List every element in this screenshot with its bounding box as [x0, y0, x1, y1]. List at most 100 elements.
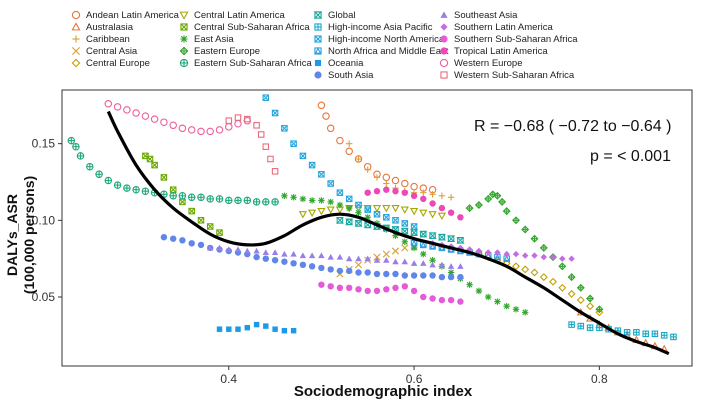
data-point — [179, 198, 186, 206]
data-point — [355, 201, 362, 209]
data-point — [327, 266, 334, 273]
data-point — [226, 326, 232, 332]
legend-item-eastern-sub-saharan-africa: Eastern Sub-Saharan Africa — [179, 58, 312, 69]
data-point — [327, 283, 334, 290]
legend-marker-high-income-north-america — [314, 35, 322, 43]
data-point — [429, 200, 436, 207]
legend-item-north-africa-and-middle-east: North Africa and Middle East — [314, 46, 449, 57]
data-point — [308, 263, 316, 270]
data-point — [419, 209, 428, 218]
data-point — [299, 261, 307, 268]
data-point — [160, 174, 168, 181]
data-point — [521, 225, 530, 234]
legend-item-central-asia: Central Asia — [72, 46, 138, 57]
data-point — [187, 126, 196, 134]
data-point — [567, 273, 576, 282]
data-point — [336, 253, 344, 260]
data-point — [373, 210, 381, 218]
data-point — [410, 223, 418, 230]
data-point — [169, 186, 177, 193]
data-point — [197, 127, 205, 136]
data-point — [493, 191, 502, 200]
legend-item-southern-latin-america: Southern Latin America — [440, 22, 553, 33]
data-point — [318, 252, 325, 259]
data-point — [146, 155, 154, 163]
legend-label: Andean Latin America — [86, 10, 180, 21]
data-point — [179, 237, 186, 244]
data-point — [169, 121, 177, 130]
data-point — [438, 273, 446, 281]
data-point — [401, 258, 408, 265]
data-point — [383, 257, 390, 263]
legend-marker-oceania — [314, 59, 322, 67]
data-point — [437, 233, 446, 241]
legend-item-central-latin-america: Central Latin America — [179, 10, 286, 21]
data-point — [132, 109, 140, 117]
data-point — [253, 321, 260, 328]
data-point — [623, 329, 631, 336]
data-point — [382, 204, 391, 213]
legend-item-east-asia: East Asia — [180, 34, 234, 45]
data-point — [586, 324, 594, 331]
legend-label: Caribbean — [86, 34, 130, 45]
data-point — [437, 212, 447, 221]
data-point — [410, 260, 418, 266]
data-point — [438, 296, 446, 304]
legend-label: Western Europe — [454, 58, 522, 69]
data-point — [595, 308, 604, 317]
data-point — [187, 193, 196, 202]
data-point — [400, 206, 409, 214]
data-point — [364, 287, 371, 295]
data-point — [447, 235, 456, 242]
data-point — [271, 249, 279, 256]
series-south-asia — [160, 234, 464, 281]
data-point — [498, 197, 507, 206]
data-points — [67, 94, 677, 353]
data-point — [346, 140, 353, 147]
data-point — [225, 123, 233, 131]
y-axis: 0.05 0.10 0.15 — [32, 137, 62, 304]
data-point — [86, 162, 94, 171]
data-point — [428, 211, 437, 219]
data-point — [485, 249, 492, 256]
legend-item-australasia: Australasia — [71, 22, 134, 33]
data-point — [160, 234, 168, 241]
data-point — [262, 198, 270, 206]
data-point — [494, 298, 501, 305]
data-point — [401, 283, 408, 290]
data-point — [401, 244, 409, 252]
data-point — [123, 106, 131, 114]
data-point — [76, 152, 85, 160]
legend-label: Central Sub-Saharan Africa — [194, 22, 310, 33]
legend-marker-central-sub-saharan-africa — [180, 23, 188, 31]
data-point — [502, 207, 511, 216]
data-point — [322, 112, 330, 120]
data-point — [382, 250, 390, 258]
legend-label: East Asia — [194, 34, 234, 45]
legend-label: Oceania — [328, 58, 364, 69]
data-point — [457, 214, 464, 221]
data-point — [660, 332, 668, 339]
data-point — [392, 258, 399, 265]
data-point — [456, 237, 465, 244]
data-point — [345, 195, 353, 203]
data-point — [549, 277, 557, 286]
data-point — [465, 204, 474, 213]
data-point — [234, 196, 242, 205]
data-point — [206, 195, 214, 203]
data-point — [290, 250, 297, 257]
data-point — [253, 247, 260, 254]
data-point — [447, 269, 455, 276]
data-point — [410, 192, 418, 199]
data-point — [225, 117, 233, 124]
data-point — [373, 287, 381, 295]
data-point — [410, 229, 419, 236]
correlation-annotation: R = −0.68 ( −0.72 to −0.64 ) — [474, 118, 672, 135]
data-point — [559, 255, 566, 262]
data-point — [438, 204, 446, 212]
data-point — [299, 195, 307, 203]
legend-marker-global — [313, 11, 323, 19]
data-point — [558, 283, 567, 292]
data-point — [271, 198, 279, 206]
fit-curve — [106, 110, 670, 356]
